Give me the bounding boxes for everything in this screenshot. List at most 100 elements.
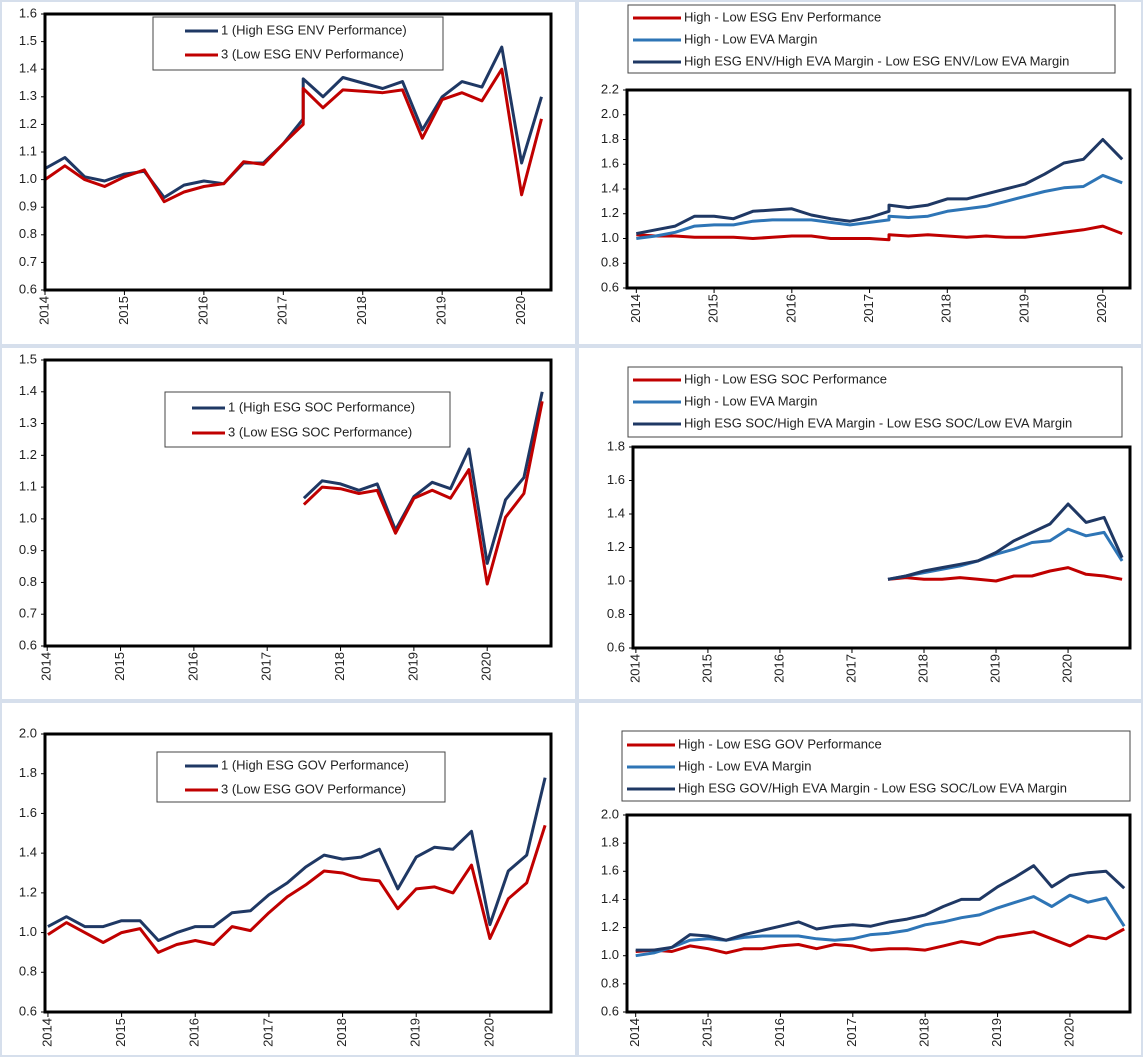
- x-tick-label: 2017: [259, 652, 274, 681]
- y-tick-label: 2.2: [601, 81, 619, 96]
- legend-box: [152, 16, 444, 71]
- legend-label: 3 (Low ESG SOC Performance): [228, 424, 412, 439]
- x-tick-label: 2019: [987, 654, 1002, 683]
- x-tick-label: 2018: [917, 1018, 932, 1047]
- y-tick-label: 1.2: [601, 205, 619, 220]
- legend-box: [627, 366, 1123, 438]
- plot-frame: [625, 813, 1132, 1014]
- y-tick-label: 1.3: [19, 88, 37, 103]
- x-tick-label: 2017: [861, 294, 876, 323]
- y-tick-label: 0.9: [19, 542, 37, 557]
- y-tick-label: 2.0: [601, 806, 619, 821]
- legend-label: High - Low EVA Margin: [684, 393, 817, 408]
- y-tick-label: 1.6: [19, 805, 37, 820]
- x-tick-label: 2015: [116, 296, 131, 325]
- chart-4: 0.6 0.8 1.0 1.2 1.4 1.6 1.8 2.0 2014 2015 2016 2017…: [19, 725, 553, 1047]
- y-tick-label: 1.6: [607, 472, 625, 487]
- y-tick-label: 2.0: [601, 106, 619, 121]
- x-tick-label: 2016: [771, 654, 786, 683]
- y-tick-label: 0.8: [19, 574, 37, 589]
- series-line: [887, 527, 1124, 581]
- chart-1: 0.6 0.8 1.0 1.2 1.4 1.6 1.8 2.0 2.2 2014 2015 2016 2…: [601, 4, 1132, 323]
- chart-5: 0.6 0.8 1.0 1.2 1.4 1.6 1.8 2.0 2014 2015 2016 2017…: [601, 730, 1132, 1047]
- chart-2: 0.6 0.7 0.8 0.9 1.0 1.1 1.2 1.3 1.4 1.5 2014 2015 20…: [19, 351, 553, 681]
- y-tick-label: 1.1: [19, 143, 37, 158]
- x-tick-label: 2017: [844, 1018, 859, 1047]
- x-tick-label: 2015: [699, 654, 714, 683]
- y-tick-label: 1.6: [19, 5, 37, 20]
- series-line: [47, 824, 547, 954]
- plot-frame: [625, 88, 1132, 290]
- series-line: [635, 927, 1125, 955]
- x-tick-label: 2018: [332, 652, 347, 681]
- legend-box: [156, 751, 446, 803]
- series-line: [887, 502, 1124, 581]
- y-tick-label: 1.6: [601, 863, 619, 878]
- separator: [575, 0, 579, 1057]
- y-tick-label: 0.8: [19, 964, 37, 979]
- y-tick-label: 0.8: [601, 255, 619, 270]
- y-tick-label: 2.0: [19, 725, 37, 740]
- x-tick-label: 2016: [772, 1018, 787, 1047]
- y-tick-label: 1.4: [19, 383, 37, 398]
- x-tick-label: 2014: [627, 1018, 642, 1047]
- y-tick-label: 1.0: [601, 230, 619, 245]
- y-tick-label: 1.4: [601, 891, 619, 906]
- plot-frame: [43, 358, 553, 648]
- x-tick-label: 2016: [783, 294, 798, 323]
- series-line: [635, 864, 1126, 952]
- x-tick-label: 2016: [185, 652, 200, 681]
- x-tick-label: 2019: [989, 1018, 1004, 1047]
- chart-0: 0.6 0.7 0.8 0.9 1.0 1.1 1.2 1.3 1.4 1.5 1.6 2014 201…: [19, 5, 553, 325]
- legend-label: 1 (High ESG GOV Performance): [221, 757, 409, 772]
- x-tick-label: 2015: [112, 652, 127, 681]
- series-line: [636, 138, 1124, 236]
- y-tick-label: 1.2: [19, 884, 37, 899]
- x-tick-label: 2014: [39, 1018, 54, 1047]
- x-tick-label: 2016: [187, 1018, 202, 1047]
- y-tick-label: 1.2: [607, 539, 625, 554]
- y-tick-label: 0.6: [19, 637, 37, 652]
- x-tick-label: 2019: [434, 296, 449, 325]
- x-tick-label: 2018: [939, 294, 954, 323]
- x-tick-label: 2019: [405, 652, 420, 681]
- y-tick-label: 0.6: [601, 279, 619, 294]
- series-line: [636, 173, 1123, 240]
- x-tick-label: 2017: [275, 296, 290, 325]
- y-tick-label: 0.7: [19, 606, 37, 621]
- y-tick-label: 1.2: [601, 919, 619, 934]
- legend-label: High ESG SOC/High EVA Margin - Low ESG S…: [684, 415, 1072, 430]
- x-tick-label: 2015: [113, 1018, 128, 1047]
- y-tick-label: 1.5: [19, 351, 37, 366]
- y-tick-label: 0.8: [601, 975, 619, 990]
- legend-label: High - Low ESG Env Performance: [684, 9, 881, 24]
- series-line: [47, 777, 547, 942]
- y-tick-label: 1.0: [601, 947, 619, 962]
- legend-label: High - Low ESG GOV Performance: [678, 736, 882, 751]
- y-tick-label: 1.0: [19, 171, 37, 186]
- legend-label: 3 (Low ESG ENV Performance): [221, 46, 404, 61]
- y-tick-label: 0.8: [607, 606, 625, 621]
- x-tick-label: 2017: [843, 654, 858, 683]
- y-tick-label: 1.2: [19, 116, 37, 131]
- y-tick-label: 0.7: [19, 254, 37, 269]
- y-tick-label: 1.4: [19, 845, 37, 860]
- legend-label: 3 (Low ESG GOV Performance): [221, 781, 406, 796]
- y-tick-label: 1.3: [19, 415, 37, 430]
- x-tick-label: 2020: [1059, 654, 1074, 683]
- x-tick-label: 2017: [260, 1018, 275, 1047]
- x-tick-label: 2020: [479, 652, 494, 681]
- plot-frame: [43, 732, 553, 1014]
- chart-3: 0.6 0.8 1.0 1.2 1.4 1.6 1.8 2014 2015 2016 2017 201…: [607, 366, 1132, 683]
- legend-label: 1 (High ESG ENV Performance): [221, 22, 407, 37]
- y-tick-label: 1.8: [601, 131, 619, 146]
- plot-frame: [43, 12, 553, 292]
- legend-box: [621, 730, 1131, 802]
- y-tick-label: 1.8: [19, 765, 37, 780]
- y-tick-label: 1.0: [19, 510, 37, 525]
- legend-box: [164, 391, 451, 448]
- legend-box: [627, 4, 1116, 74]
- x-tick-label: 2018: [334, 1018, 349, 1047]
